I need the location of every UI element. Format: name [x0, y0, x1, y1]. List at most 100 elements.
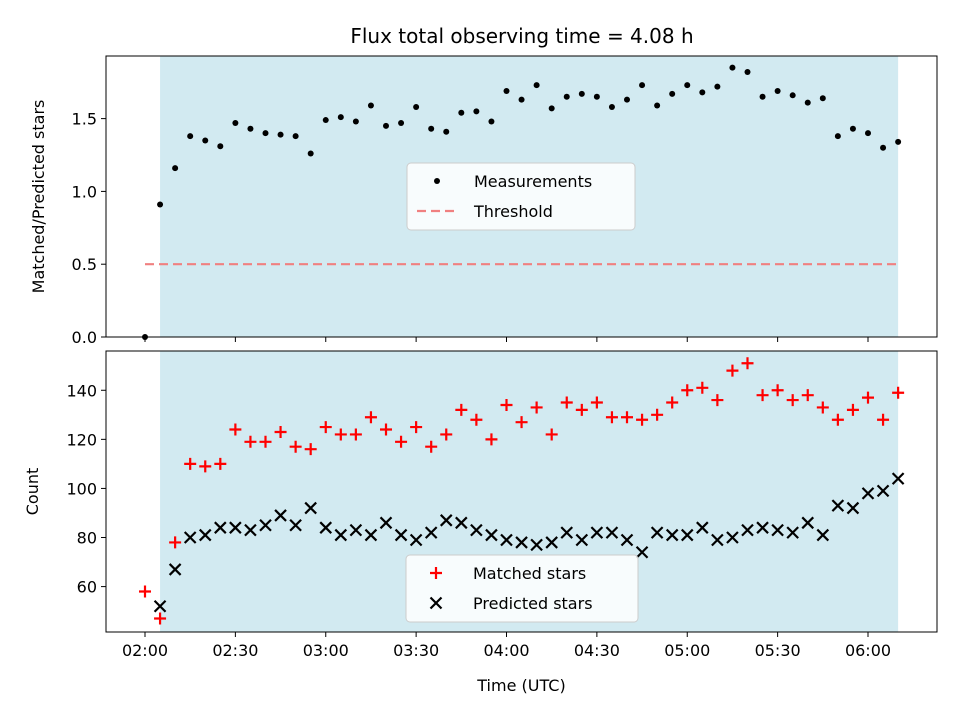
- y-tick-label: 120: [66, 430, 97, 449]
- predicted-stars-point: [756, 521, 769, 534]
- matched-stars-point: [259, 435, 272, 448]
- matched-stars-point: [681, 384, 694, 397]
- matched-stars-point: [696, 381, 709, 394]
- x-tick-label: 02:30: [212, 641, 258, 660]
- predicted-stars-point: [334, 528, 348, 542]
- predicted-stars-point: [319, 521, 333, 534]
- measurement-point: [834, 133, 841, 140]
- matched-stars-point: [816, 401, 829, 414]
- predicted-stars-point: [289, 518, 302, 532]
- measurement-point: [744, 69, 751, 76]
- measurement-point: [172, 165, 179, 172]
- predicted-stars-point: [424, 526, 438, 539]
- x-tick-label: 02:00: [122, 641, 168, 660]
- matched-stars-point: [440, 428, 453, 441]
- predicted-stars-point: [349, 523, 363, 537]
- measurement-point: [548, 105, 555, 112]
- predicted-stars-point: [470, 523, 483, 537]
- measurement-point: [895, 138, 902, 145]
- measurement-point: [714, 83, 721, 90]
- matched-stars-point: [726, 364, 739, 377]
- matched-stars-point: [334, 428, 347, 441]
- measurement-point: [624, 96, 630, 103]
- y-tick-label: 80: [77, 529, 97, 548]
- x-tick-label: 05:00: [664, 641, 710, 660]
- matched-stars-point: [274, 425, 287, 438]
- matched-stars-point: [862, 391, 874, 404]
- predicted-stars-point: [259, 518, 272, 532]
- matched-stars-point: [801, 389, 814, 402]
- matched-stars-point: [741, 357, 754, 370]
- matched-stars-point: [395, 435, 408, 448]
- x-axis-label: Time (UTC): [476, 676, 565, 695]
- measurement-point: [593, 93, 600, 100]
- measurement-point: [217, 143, 224, 150]
- predicted-stars-point: [680, 528, 694, 542]
- legend-label: Measurements: [474, 172, 592, 191]
- measurement-point: [880, 144, 887, 151]
- predicted-stars-point: [500, 533, 513, 547]
- measurement-point: [699, 89, 706, 96]
- measurement-point: [307, 150, 314, 157]
- measurement-point: [187, 133, 194, 140]
- measurement-point: [729, 64, 736, 71]
- matched-stars-point: [139, 585, 151, 598]
- predicted-stars-point: [379, 516, 393, 530]
- measurement-point: [684, 82, 691, 89]
- measurement-point: [804, 99, 811, 106]
- matched-stars-point: [877, 413, 890, 426]
- measurement-point: [578, 90, 585, 97]
- measurement-point: [533, 82, 540, 89]
- predicted-stars-point: [786, 526, 799, 539]
- measurement-point: [759, 93, 766, 100]
- predicted-stars-point: [650, 526, 664, 539]
- legend-label: Matched stars: [473, 564, 586, 583]
- measurement-point: [247, 125, 254, 132]
- y-tick-label: 100: [66, 479, 97, 498]
- measurement-point: [443, 128, 450, 135]
- measurement-point: [322, 117, 329, 124]
- x-tick-label: 03:00: [303, 641, 349, 660]
- matched-stars-point: [636, 413, 649, 426]
- predicted-stars-point: [605, 526, 619, 539]
- measurement-point: [292, 133, 299, 140]
- matched-stars-point: [590, 396, 603, 409]
- legend-box: [406, 162, 636, 231]
- predicted-stars-point: [711, 533, 724, 547]
- measurement-point: [383, 122, 389, 129]
- predicted-stars-point: [876, 484, 890, 498]
- matched-stars-point: [154, 612, 167, 625]
- matched-stars-point: [349, 428, 362, 441]
- y-tick-label: 1.0: [72, 182, 97, 201]
- matched-stars-point: [846, 403, 859, 416]
- measurement-point: [789, 92, 796, 99]
- measurement-point: [337, 114, 344, 121]
- predicted-stars-point: [635, 545, 649, 559]
- predicted-stars-point: [891, 472, 905, 485]
- predicted-stars-point: [394, 528, 408, 542]
- top-panel: 0.0 0.5 1.0 1.5 Matched/Predicted stars Measu…: [29, 55, 938, 347]
- matched-stars-point: [244, 435, 257, 448]
- predicted-stars-point: [168, 563, 182, 576]
- matched-stars-point: [304, 443, 317, 456]
- predicted-stars-point: [575, 533, 589, 547]
- chart-title: Flux total observing time = 4.08 h: [350, 24, 693, 48]
- predicted-stars-point: [620, 533, 634, 547]
- x-tick-label: 04:00: [483, 641, 529, 660]
- predicted-stars-point: [455, 516, 468, 530]
- x-tick-label: 03:30: [393, 641, 439, 660]
- bottom-panel: 02:00 02:30 03:00 03:30 04:00 04:30 05:00 05:30…: [23, 350, 938, 695]
- matched-stars-point: [892, 386, 905, 399]
- measurement-point: [458, 109, 465, 116]
- matched-stars-point: [500, 398, 513, 411]
- predicted-stars-point: [696, 521, 709, 534]
- x-tick-label: 05:30: [755, 641, 801, 660]
- matched-stars-point: [169, 536, 182, 549]
- matched-stars-point: [651, 408, 664, 421]
- predicted-stars-point: [861, 487, 875, 500]
- predicted-stars-point: [560, 526, 574, 539]
- measurement-point: [669, 90, 676, 97]
- measurement-point: [608, 103, 615, 110]
- matched-stars-point: [666, 396, 679, 409]
